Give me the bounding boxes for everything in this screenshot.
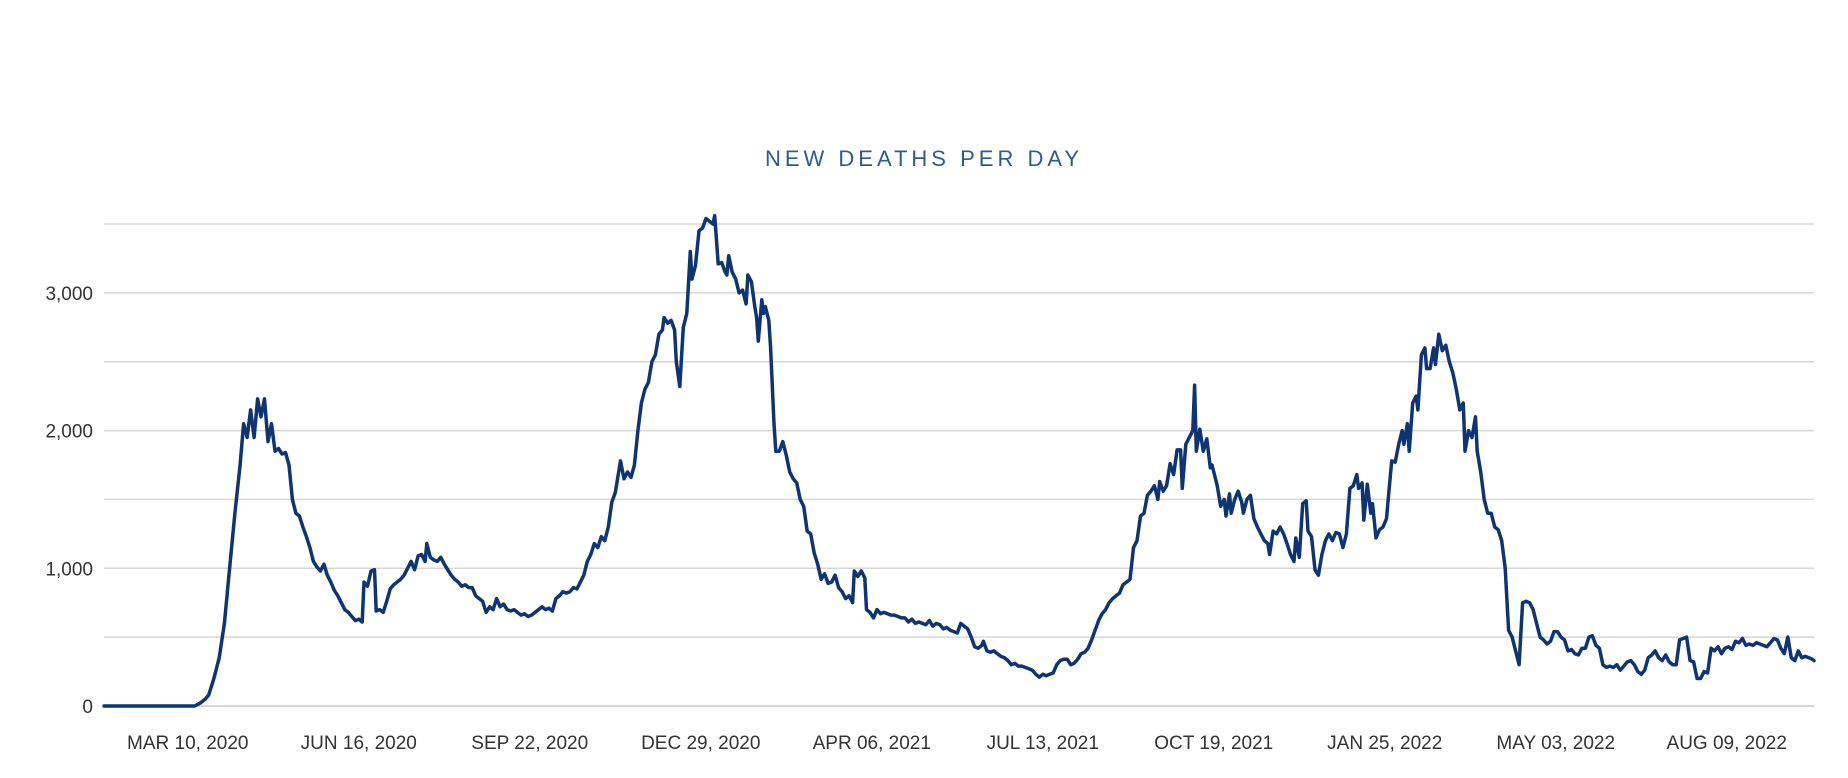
x-tick-label: SEP 22, 2020: [471, 733, 588, 754]
y-tick-label: 1,000: [45, 559, 93, 580]
y-tick-label: 2,000: [45, 422, 93, 443]
x-tick-label: JAN 25, 2022: [1327, 733, 1442, 754]
y-tick-label: 3,000: [45, 284, 93, 305]
x-tick-label: MAR 10, 2020: [127, 733, 248, 754]
series-layer: [102, 213, 1816, 708]
x-tick-label: AUG 09, 2022: [1667, 733, 1787, 754]
x-axis-tick-labels: MAR 10, 2020 JUN 16, 2020 SEP 22, 2020 DEC …: [127, 733, 1787, 754]
x-tick-label: OCT 19, 2021: [1154, 733, 1273, 754]
x-tick-label: MAY 03, 2022: [1496, 733, 1615, 754]
y-axis-tick-labels: 0 1,000 2,000 3,000: [45, 284, 93, 718]
x-tick-label: APR 06, 2021: [813, 733, 931, 754]
x-tick-label: JUN 16, 2020: [301, 733, 417, 754]
series-line: [102, 213, 1816, 708]
gridlines: [104, 223, 1814, 707]
y-tick-label: 0: [82, 697, 93, 718]
x-tick-label: DEC 29, 2020: [641, 733, 760, 754]
chart-title: NEW DEATHS PER DAY: [765, 146, 1083, 171]
x-tick-label: JUL 13, 2021: [987, 733, 1099, 754]
